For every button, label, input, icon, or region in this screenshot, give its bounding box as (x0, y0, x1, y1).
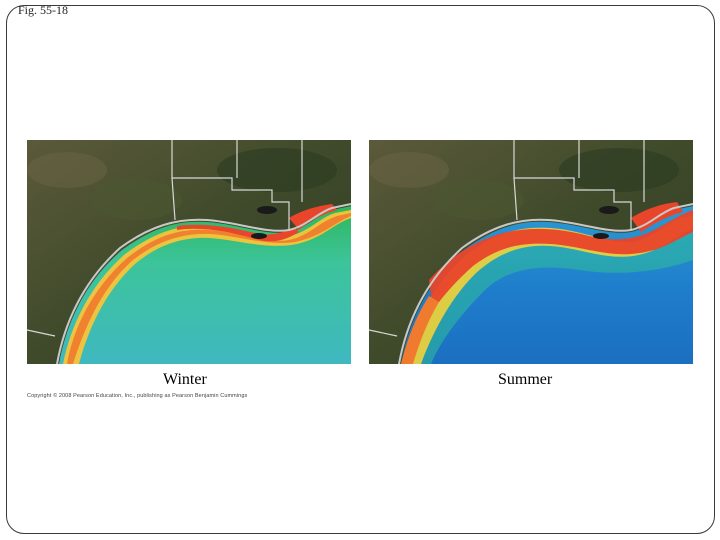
winter-satellite-map (27, 140, 351, 364)
summer-caption: Summer (498, 371, 553, 388)
figure-label: Fig. 55-18 (18, 3, 69, 17)
summer-satellite-map (369, 140, 693, 364)
copyright-notice: Copyright © 2008 Pearson Education, Inc.… (27, 393, 248, 399)
winter-caption: Winter (163, 371, 207, 388)
